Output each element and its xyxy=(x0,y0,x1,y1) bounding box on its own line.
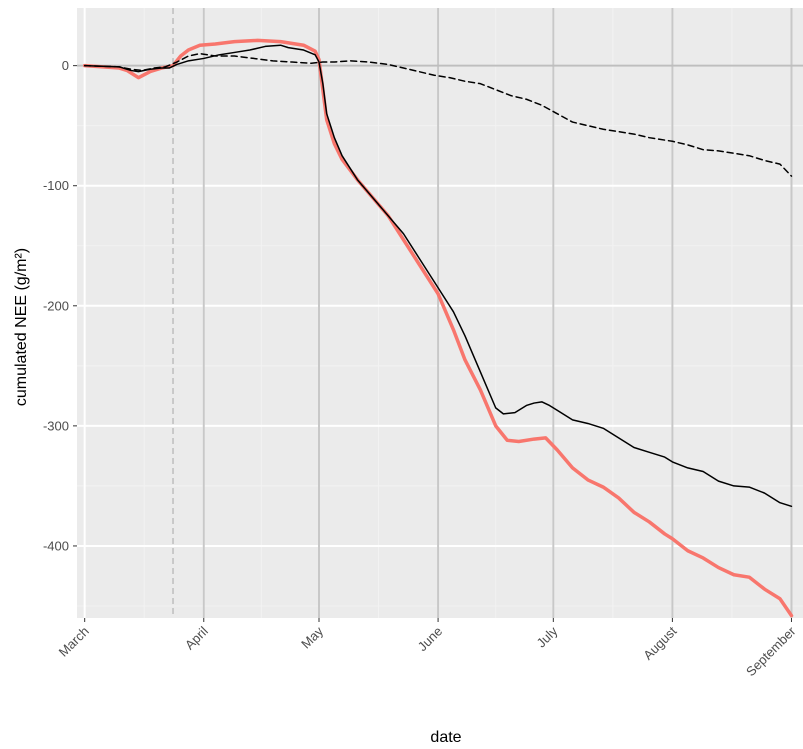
y-tick-label: -300 xyxy=(43,418,69,433)
minor-gridlines xyxy=(77,8,803,618)
y-tick-label: -100 xyxy=(43,178,69,193)
y-axis-ticks: 0 -100 -200 -300 -400 xyxy=(43,58,77,553)
x-tick-label: July xyxy=(533,623,560,650)
series-black-dashed-line xyxy=(83,52,793,177)
plot-panel xyxy=(77,8,803,618)
series-layer xyxy=(82,38,794,618)
x-axis-ticks: March April May June July August September xyxy=(56,618,799,679)
x-tick-label: May xyxy=(298,623,326,651)
x-axis-title: date xyxy=(430,729,461,746)
x-tick-label: June xyxy=(415,624,446,655)
x-tick-label: April xyxy=(182,623,211,652)
y-tick-label: -400 xyxy=(43,538,69,553)
reference-lines xyxy=(77,8,803,618)
series-red-line xyxy=(82,38,794,618)
y-tick-label: 0 xyxy=(62,58,69,73)
x-tick-label: March xyxy=(56,624,92,660)
x-tick-label: September xyxy=(743,623,799,679)
series-black-solid-line xyxy=(83,44,793,508)
y-axis-title: cumulated NEE (g/m²) xyxy=(13,248,30,406)
y-tick-label: -200 xyxy=(43,298,69,313)
x-tick-label: August xyxy=(640,623,679,662)
